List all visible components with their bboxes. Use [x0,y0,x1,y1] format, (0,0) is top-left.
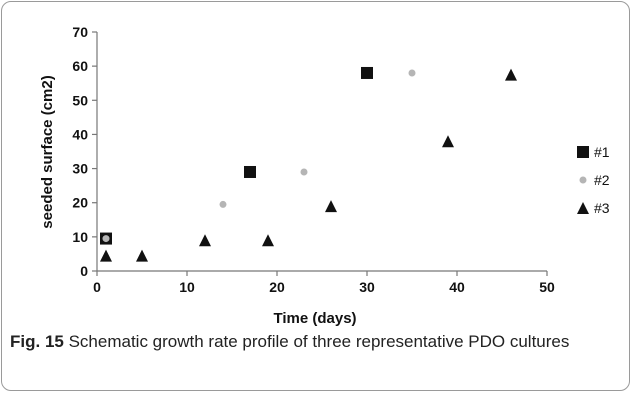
caption-text: Schematic growth rate profile of three r… [63,332,570,351]
x-tick-label: 40 [449,279,465,295]
chart-marks [100,66,517,262]
series-2 [102,69,416,243]
y-tick-label: 60 [72,58,88,74]
x-tick-label: 10 [179,279,195,295]
series-1 [100,66,373,245]
y-tick-label: 10 [72,229,88,245]
x-tick-label: 20 [269,279,285,295]
data-point [199,234,211,247]
legend-label: #2 [594,172,610,188]
y-axis-label: seeded surface (cm2) [39,75,56,228]
data-point [100,249,112,262]
data-point [442,135,454,148]
y-tick-label: 20 [72,195,88,211]
data-point [262,234,274,247]
y-tick-label: 30 [72,161,88,177]
legend-marker [579,176,587,184]
y-tick-label: 70 [72,24,88,40]
x-axis-label: Time (days) [273,310,356,327]
data-point [136,249,148,262]
figure-caption: Fig. 15 Schematic growth rate profile of… [10,330,622,354]
chart-legend: #1 #2 #3 [577,144,610,216]
legend-marker [577,146,589,158]
legend-label: #3 [594,200,610,216]
x-tick-label: 50 [539,279,555,295]
x-tick-label: 0 [93,279,101,295]
data-point [244,165,256,178]
data-point [219,200,227,208]
figure-number: Fig. 15 [10,332,64,351]
chart-axes: 0 10 20 30 40 50 60 70 0 10 20 30 40 50 [72,24,555,295]
data-point [325,200,337,213]
y-tick-label: 40 [72,126,88,142]
data-point [408,69,416,77]
legend-label: #1 [594,144,610,160]
scatter-chart: 0 10 20 30 40 50 60 70 0 10 20 30 40 50 #1 #2 #3 Time (… [39,24,610,327]
y-tick-label: 50 [72,92,88,108]
series-3 [100,68,517,262]
data-point [300,168,308,176]
data-point [505,68,517,81]
x-tick-label: 30 [359,279,375,295]
data-point [102,235,110,243]
data-point [361,66,373,79]
y-tick-label: 0 [80,263,88,279]
legend-marker [577,202,589,214]
